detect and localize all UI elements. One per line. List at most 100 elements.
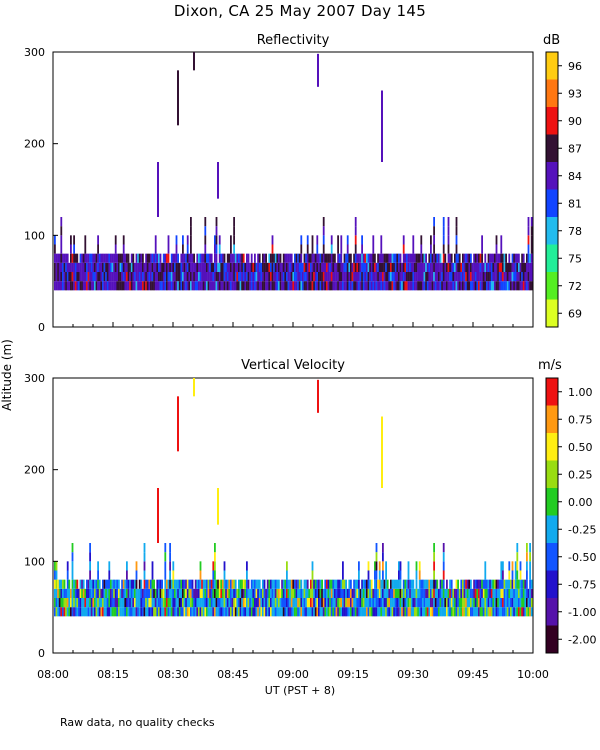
echo-cell bbox=[495, 588, 498, 598]
echo-cell bbox=[382, 543, 384, 553]
echo-cell bbox=[206, 253, 208, 263]
echo-cell bbox=[340, 272, 343, 282]
echo-cell bbox=[81, 579, 83, 589]
echo-cell bbox=[146, 262, 149, 272]
colorbar-tick-label: -0.75 bbox=[568, 578, 596, 591]
echo-cell bbox=[121, 272, 123, 282]
echo-cell bbox=[206, 281, 208, 291]
echo-cell bbox=[338, 262, 341, 272]
echo-cell bbox=[270, 281, 272, 291]
echo-cell bbox=[316, 579, 319, 589]
colorbar-swatch bbox=[546, 488, 558, 516]
echo-cell bbox=[346, 244, 349, 254]
echo-cell bbox=[89, 579, 91, 589]
echo-cell bbox=[438, 607, 440, 617]
echo-cell bbox=[185, 598, 187, 608]
echo-cell bbox=[474, 588, 477, 598]
echo-cell bbox=[494, 272, 496, 282]
echo-cell bbox=[375, 281, 378, 291]
echo-cell bbox=[97, 579, 99, 589]
echo-cell bbox=[282, 588, 285, 598]
colorbar-tick-label: 75 bbox=[568, 252, 582, 265]
echo-cell bbox=[188, 253, 191, 263]
echo-cell bbox=[530, 579, 533, 589]
echo-cell bbox=[433, 226, 435, 236]
echo-cell bbox=[279, 272, 282, 282]
echo-cell bbox=[82, 588, 85, 598]
echo-cell bbox=[508, 607, 511, 617]
echo-cell bbox=[210, 598, 213, 608]
echo-cell bbox=[324, 598, 327, 608]
echo-cell bbox=[242, 262, 245, 272]
echo-cell bbox=[86, 272, 88, 282]
echo-cell bbox=[406, 272, 408, 282]
echo-cell bbox=[340, 281, 343, 291]
echo-cell bbox=[513, 272, 515, 282]
echo-cell bbox=[455, 253, 458, 263]
echo-cell bbox=[465, 262, 467, 272]
echo-cell bbox=[236, 262, 239, 272]
echo-cell bbox=[265, 607, 267, 617]
echo-cell bbox=[126, 598, 128, 608]
echo-cell bbox=[414, 253, 416, 263]
echo-cell bbox=[425, 588, 427, 598]
echo-cell bbox=[354, 235, 357, 245]
echo-cell bbox=[478, 598, 480, 608]
echo-cell bbox=[354, 244, 357, 254]
echo-cell bbox=[422, 262, 424, 272]
echo-cell bbox=[460, 579, 463, 589]
echo-cell bbox=[201, 598, 203, 608]
echo-cell bbox=[84, 588, 87, 598]
echo-cell bbox=[60, 588, 63, 598]
echo-cell bbox=[298, 607, 301, 617]
echo-cell bbox=[228, 262, 231, 272]
echo-cell bbox=[263, 253, 266, 263]
echo-cell bbox=[409, 272, 411, 282]
echo-cell bbox=[369, 607, 371, 617]
echo-cell bbox=[63, 281, 66, 291]
echo-cell bbox=[361, 607, 363, 617]
echo-cell bbox=[167, 281, 170, 291]
echo-cell bbox=[76, 607, 79, 617]
echo-cell bbox=[172, 281, 175, 291]
echo-cell bbox=[79, 588, 82, 598]
echo-cell bbox=[199, 570, 202, 580]
echo-cell bbox=[279, 588, 282, 598]
echo-cell bbox=[511, 588, 514, 598]
echo-cell bbox=[479, 272, 482, 282]
echo-cell bbox=[454, 588, 456, 598]
echo-cell bbox=[522, 598, 525, 608]
echo-cell bbox=[281, 598, 283, 608]
echo-cell bbox=[162, 253, 165, 263]
echo-cell bbox=[406, 607, 408, 617]
echo-cell bbox=[230, 281, 232, 291]
echo-cell bbox=[482, 579, 485, 589]
x-axis-label: UT (PST + 8) bbox=[264, 684, 336, 697]
echo-cell bbox=[530, 235, 533, 245]
echo-cell bbox=[498, 281, 501, 291]
echo-cell bbox=[223, 561, 226, 571]
echo-cell bbox=[222, 598, 224, 608]
echo-cell bbox=[62, 262, 64, 272]
echo-cell bbox=[500, 607, 503, 617]
echo-cell bbox=[214, 244, 216, 254]
echo-cell bbox=[159, 281, 162, 291]
echo-cell bbox=[145, 272, 147, 282]
echo-cell bbox=[390, 253, 392, 263]
echo-cell bbox=[337, 262, 339, 272]
echo-cell bbox=[106, 272, 109, 282]
echo-cell bbox=[223, 253, 226, 263]
echo-cell bbox=[81, 588, 83, 598]
echo-cell bbox=[473, 253, 475, 263]
echo-cell bbox=[108, 281, 111, 291]
echo-cell bbox=[249, 281, 251, 291]
echo-cell bbox=[502, 607, 504, 617]
echo-cell bbox=[127, 579, 130, 589]
echo-cell bbox=[489, 579, 491, 589]
echo-cell bbox=[441, 281, 443, 291]
echo-cell bbox=[361, 598, 363, 608]
echo-cell bbox=[420, 588, 423, 598]
echo-cell bbox=[194, 272, 197, 282]
echo-cell bbox=[122, 281, 125, 291]
